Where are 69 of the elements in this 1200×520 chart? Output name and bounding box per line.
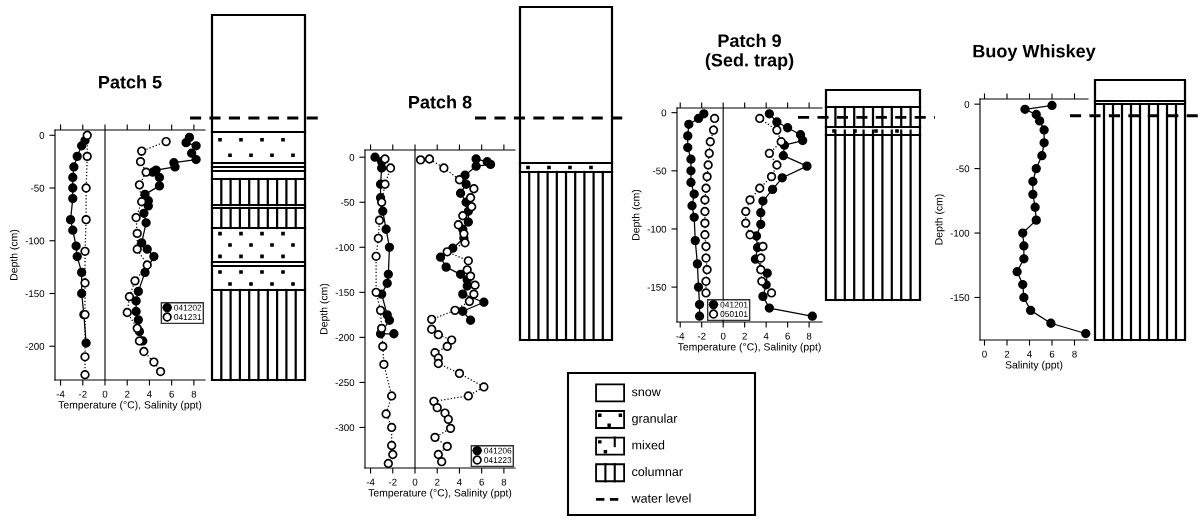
text: snow bbox=[631, 389, 661, 397]
y-tick-label: -250 bbox=[335, 379, 355, 387]
x-tick-label: 2 bbox=[435, 478, 440, 486]
y-tick-label: -50 bbox=[30, 184, 45, 192]
y-axis-title: Depth (cm) bbox=[9, 229, 20, 280]
x-tick-label: 0 bbox=[982, 350, 987, 358]
x-axis-title: Temperature (°C), Salinity (ppt) bbox=[677, 342, 821, 353]
y-tick-label: -100 bbox=[25, 237, 45, 245]
x-tick-label: 2 bbox=[1004, 350, 1010, 358]
x-tick-label: 4 bbox=[1027, 350, 1032, 358]
y-tick-label: -150 bbox=[335, 289, 355, 296]
chart-title: Patch 8 bbox=[409, 95, 472, 109]
text: granular bbox=[632, 413, 678, 426]
chart-title: Patch 9 (Sed. trap) bbox=[705, 33, 794, 71]
x-tick-label: 4 bbox=[763, 332, 769, 340]
x-tick-label: 8 bbox=[806, 332, 812, 340]
x-tick-label: -2 bbox=[697, 332, 706, 340]
x-axis-title: Salinity (ppt) bbox=[1005, 360, 1063, 371]
y-tick-label: -150 bbox=[950, 294, 970, 302]
y-tick-label: -100 bbox=[335, 244, 355, 251]
x-tick-label: 8 bbox=[191, 390, 197, 398]
x-axis-title: Temperature (°C), Salinity (ppt) bbox=[58, 400, 202, 411]
y-tick-label: -100 bbox=[950, 229, 970, 237]
y-tick-label: -200 bbox=[335, 334, 355, 341]
y-axis-title: Depth (cm) bbox=[631, 189, 642, 240]
x-tick-label: -4 bbox=[366, 478, 375, 486]
x-tick-label: -2 bbox=[388, 478, 397, 486]
chart-title: Buoy Whiskey bbox=[973, 44, 1096, 62]
text: columnar bbox=[632, 466, 683, 477]
y-axis-title: Depth (cm) bbox=[319, 283, 330, 334]
x-tick-label: 8 bbox=[1072, 350, 1077, 358]
y-tick-label: 0 bbox=[964, 100, 970, 108]
x-tick-label: -4 bbox=[56, 390, 65, 398]
y-tick-label: -50 bbox=[340, 198, 355, 206]
y-tick-label: -150 bbox=[647, 283, 667, 291]
x-tick-label: 6 bbox=[1049, 350, 1055, 358]
y-tick-label: 0 bbox=[349, 153, 355, 161]
y-axis-title: Depth (cm) bbox=[934, 194, 945, 245]
x-tick-label: 0 bbox=[102, 390, 108, 398]
y-tick-label: 0 bbox=[661, 109, 667, 117]
x-tick-label: -2 bbox=[78, 390, 87, 398]
x-tick-label: 6 bbox=[479, 478, 484, 486]
y-tick-label: -150 bbox=[25, 290, 45, 298]
x-tick-label: 6 bbox=[785, 332, 790, 340]
y-tick-label: -200 bbox=[25, 342, 45, 350]
y-tick-label: -50 bbox=[955, 165, 970, 173]
x-tick-label: 2 bbox=[125, 390, 130, 398]
x-tick-label: 4 bbox=[146, 390, 152, 398]
x-tick-label: 2 bbox=[742, 332, 747, 340]
legend-label: 041201 bbox=[720, 301, 748, 308]
legend-label: 050101 bbox=[720, 311, 748, 318]
x-tick-label: -4 bbox=[676, 332, 685, 340]
x-tick-label: 6 bbox=[169, 390, 174, 398]
y-tick-label: 0 bbox=[39, 132, 45, 139]
x-tick-label: 0 bbox=[412, 478, 418, 486]
y-tick-label: -50 bbox=[652, 167, 667, 175]
text: water level bbox=[631, 493, 691, 503]
y-tick-label: -100 bbox=[647, 225, 667, 233]
chart-title: Patch 5 bbox=[99, 75, 162, 89]
text: mixed bbox=[632, 440, 665, 450]
x-axis-title: Temperature (°C), Salinity (ppt) bbox=[368, 488, 512, 499]
legend-label: 041202 bbox=[174, 304, 202, 311]
x-tick-label: 0 bbox=[720, 332, 726, 340]
y-tick-label: -300 bbox=[335, 424, 355, 432]
x-tick-label: 4 bbox=[456, 478, 462, 486]
x-tick-label: 8 bbox=[501, 478, 507, 486]
legend-label: 041223 bbox=[484, 457, 512, 464]
legend-label: 041206 bbox=[484, 447, 512, 454]
legend-label: 041231 bbox=[174, 314, 202, 321]
